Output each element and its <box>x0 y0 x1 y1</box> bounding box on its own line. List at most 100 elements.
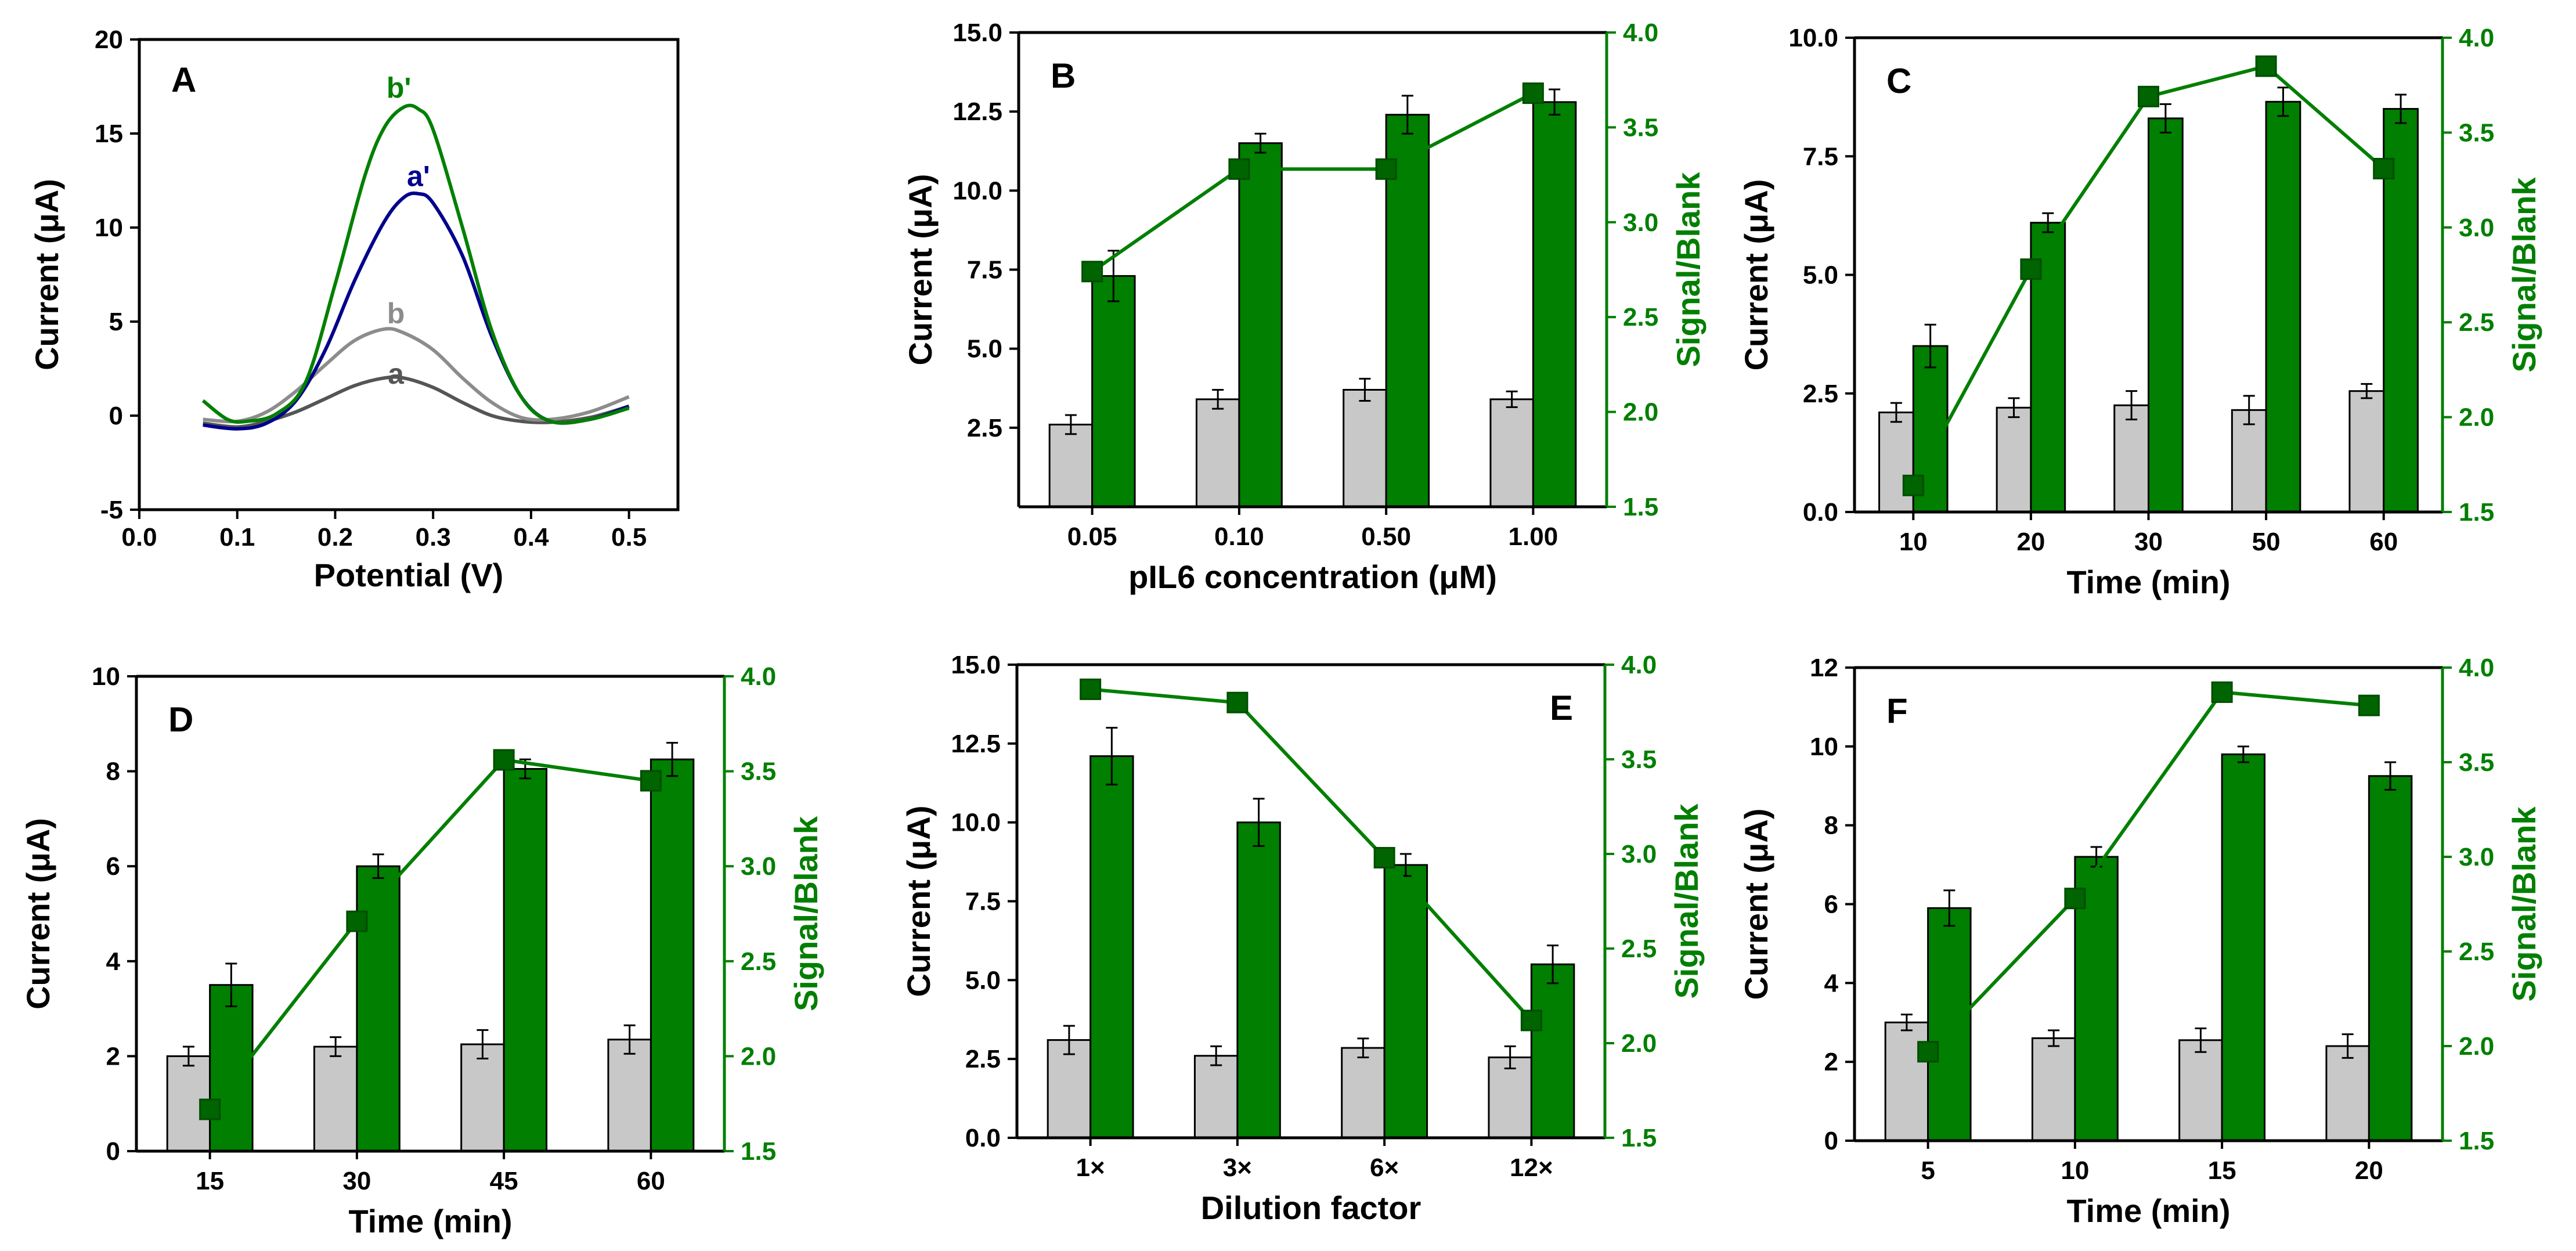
signal-bar <box>2265 100 2301 513</box>
x-tick-label: 0.1 <box>219 523 255 551</box>
y-tick-label: 0 <box>106 1137 120 1166</box>
y2-tick-label: 4.0 <box>2459 24 2494 52</box>
curve-label: a' <box>407 160 430 193</box>
x-tick-label: 0.4 <box>513 523 549 551</box>
panel-label: A <box>171 60 196 99</box>
y-tick-label: 20 <box>95 26 123 54</box>
signal-bar <box>2221 753 2266 1142</box>
y2-tick-label: 3.5 <box>2459 748 2494 777</box>
y2-axis-label: Signal/Blank <box>788 816 824 1011</box>
y2-tick-label: 2.0 <box>1621 1029 1657 1058</box>
blank-bar <box>1341 1047 1386 1139</box>
ratio-marker <box>1917 1041 1939 1063</box>
y2-tick-label: 2.5 <box>741 947 776 976</box>
y2-tick-label: 2.5 <box>1621 935 1657 963</box>
y2-tick-label: 3.0 <box>1621 840 1657 868</box>
blank-bar <box>1489 398 1534 508</box>
ratio-marker <box>1520 1010 1542 1032</box>
x-tick-label: 60 <box>2369 528 2398 556</box>
y-tick-label: 12.5 <box>953 98 1002 126</box>
blank-bar <box>1996 406 2032 513</box>
y-tick-label: 0.0 <box>1803 498 1838 527</box>
x-tick-label: 30 <box>2134 528 2163 556</box>
x-axis-label: Dilution factor <box>1201 1189 1422 1226</box>
y-tick-label: -5 <box>100 496 123 524</box>
x-tick-label: 1× <box>1076 1153 1105 1182</box>
blank-bar <box>2178 1039 2223 1142</box>
blank-bar <box>1884 1021 1929 1142</box>
ratio-marker <box>1081 261 1103 283</box>
x-tick-label: 1.00 <box>1509 522 1558 551</box>
y2-tick-label: 2.0 <box>2459 1032 2494 1061</box>
y-axis-label: Current (μA) <box>900 806 937 997</box>
signal-bar <box>1927 907 1972 1142</box>
ratio-marker <box>1226 691 1249 713</box>
ratio-marker <box>346 910 368 932</box>
x-axis-label: pIL6 concentration (μM) <box>1128 558 1497 595</box>
y-tick-label: 5.0 <box>965 966 1001 994</box>
x-tick-label: 60 <box>637 1167 665 1195</box>
signal-bar <box>356 865 401 1152</box>
y-axis-label: Current (μA) <box>28 179 65 370</box>
y-tick-label: 10.0 <box>953 176 1002 205</box>
x-tick-label: 10 <box>2061 1156 2089 1185</box>
panel-label: D <box>168 700 193 739</box>
y-axis-label: Current (μA) <box>902 174 939 366</box>
signal-bar <box>1236 821 1281 1139</box>
signal-bar <box>1530 963 1575 1139</box>
y2-axis-label: Signal/Blank <box>2506 177 2542 373</box>
y-tick-label: 10 <box>1810 733 1838 761</box>
curve-label: b <box>387 297 405 330</box>
x-tick-label: 0.50 <box>1361 522 1411 551</box>
x-tick-label: 15 <box>196 1167 224 1195</box>
y2-tick-label: 1.5 <box>1621 1124 1657 1152</box>
x-tick-label: 10 <box>1899 528 1928 556</box>
curve-label: a <box>388 358 405 390</box>
y-tick-label: 12.5 <box>951 730 1001 758</box>
signal-bar <box>1238 142 1283 508</box>
y2-tick-label: 3.0 <box>741 852 776 881</box>
x-tick-label: 3× <box>1223 1153 1252 1182</box>
y-tick-label: 8 <box>106 758 120 786</box>
y2-tick-label: 1.5 <box>2459 1127 2494 1155</box>
y-tick-label: 2.5 <box>1803 380 1838 408</box>
y-tick-label: 7.5 <box>967 256 1002 284</box>
ratio-line <box>1926 690 2369 1053</box>
y-tick-label: 4 <box>106 947 121 976</box>
y2-tick-label: 3.5 <box>741 758 776 786</box>
ratio-marker <box>2373 157 2395 179</box>
y-tick-label: 10.0 <box>1788 24 1838 52</box>
curve-label: b' <box>387 71 411 104</box>
blank-bar <box>1488 1056 1532 1139</box>
blank-bar <box>1195 398 1240 508</box>
x-axis-label: Time (min) <box>2066 564 2230 600</box>
x-tick-label: 50 <box>2252 528 2281 556</box>
y2-axis-label: Signal/Blank <box>1668 803 1705 999</box>
x-axis-label: Time (min) <box>348 1203 512 1239</box>
x-tick-label: 0.2 <box>318 523 353 551</box>
x-tick-label: 45 <box>490 1167 518 1195</box>
y2-tick-label: 3.5 <box>1621 745 1657 774</box>
y-axis-label: Current (μA) <box>1738 179 1774 371</box>
x-tick-label: 5 <box>1921 1156 1935 1185</box>
signal-bar <box>503 768 548 1152</box>
y-tick-label: 6 <box>1824 891 1838 919</box>
panel-c: 10 20 30 50 60 0.0 2.5 5.0 7.5 10.0 1.5 2.0 2.5 3.0 3.… <box>1738 24 2542 600</box>
y2-tick-label: 3.0 <box>2459 843 2494 871</box>
y-tick-label: 15 <box>95 120 123 148</box>
x-tick-label: 20 <box>2355 1156 2383 1185</box>
x-axis-label: Potential (V) <box>314 557 504 593</box>
signal-bar <box>1089 755 1134 1139</box>
blank-bar <box>1048 423 1094 508</box>
y-tick-label: 15.0 <box>951 651 1001 679</box>
plot-frame <box>138 38 680 511</box>
panel-label: C <box>1886 62 1911 100</box>
y-tick-label: 8 <box>1824 812 1838 840</box>
y-tick-label: 4 <box>1824 969 1839 997</box>
x-tick-label: 15 <box>2208 1156 2236 1185</box>
x-tick-label: 0.0 <box>121 523 157 551</box>
ratio-marker <box>1373 847 1395 869</box>
y2-tick-label: 3.0 <box>1623 208 1658 237</box>
blank-bar <box>313 1045 358 1152</box>
